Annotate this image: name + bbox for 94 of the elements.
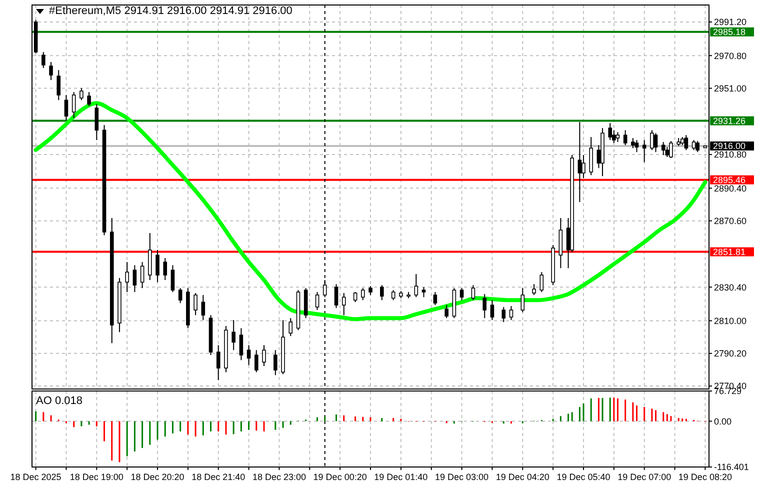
candlestick xyxy=(444,304,448,319)
ref-line-label: 2931.26 xyxy=(713,116,746,126)
candlestick xyxy=(239,328,244,361)
y-tick-label: 2870.60 xyxy=(714,216,747,226)
x-tick-label: 19 Dec 03:00 xyxy=(435,472,489,482)
candlestick xyxy=(178,288,182,304)
candlestick xyxy=(623,130,628,146)
candlestick xyxy=(540,272,544,293)
candlestick xyxy=(232,320,236,351)
x-tick-label: 18 Dec 21:40 xyxy=(192,472,246,482)
candlestick xyxy=(163,258,168,281)
candlestick xyxy=(422,286,426,298)
y-tick-label: -116.401 xyxy=(714,462,749,472)
candlestick xyxy=(246,344,251,366)
y-tick-label: 2970.80 xyxy=(714,50,747,61)
candlestick xyxy=(578,122,582,203)
candlestick xyxy=(684,134,688,151)
candlestick xyxy=(634,140,639,153)
y-tick-label: 0.00 xyxy=(714,416,732,426)
y-tick-label: 2830.40 xyxy=(714,282,747,292)
candlestick xyxy=(391,290,396,301)
candlestick xyxy=(288,318,293,337)
y-tick-label: 2890.40 xyxy=(714,183,747,194)
candlestick xyxy=(692,140,696,151)
x-tick-label: 19 Dec 00:20 xyxy=(313,472,367,482)
chart-title: AO 0.018 xyxy=(36,395,82,407)
ref-line-label: 2851.81 xyxy=(713,246,746,257)
candlestick xyxy=(140,262,144,289)
x-tick-label: 18 Dec 23:00 xyxy=(252,472,306,482)
x-tick-label: 19 Dec 08:20 xyxy=(678,472,732,482)
candlestick xyxy=(194,292,198,316)
candlestick xyxy=(608,122,612,141)
candlestick xyxy=(589,136,593,176)
candlestick xyxy=(502,306,506,323)
x-tick-label: 18 Dec 20:20 xyxy=(130,472,184,482)
candlestick xyxy=(460,288,464,301)
candlestick xyxy=(170,264,175,293)
candlestick xyxy=(201,294,206,321)
y-tick-label: 2991.20 xyxy=(714,17,747,28)
x-tick-label: 18 Dec 2025 xyxy=(10,472,62,482)
candlestick xyxy=(380,284,384,301)
candlestick xyxy=(520,288,525,313)
x-tick-label: 19 Dec 04:20 xyxy=(496,472,550,482)
y-tick-label: 2810.00 xyxy=(714,316,747,326)
candlestick xyxy=(642,140,646,163)
candlestick xyxy=(274,350,278,376)
candlestick xyxy=(616,132,620,143)
candlestick xyxy=(482,294,486,319)
y-tick-label: 76.729 xyxy=(714,386,742,396)
candlestick xyxy=(72,92,76,119)
candlestick xyxy=(87,92,91,107)
candlestick xyxy=(56,70,61,101)
chart-title: #Ethereum,M5 2914.91 2916.00 2914.91 2916.00 xyxy=(49,5,292,17)
candlestick xyxy=(315,292,320,311)
candlestick xyxy=(49,62,53,81)
line-series xyxy=(34,101,708,322)
candlestick xyxy=(342,292,346,316)
candlestick xyxy=(650,130,654,151)
candlestick xyxy=(322,280,327,298)
candlestick xyxy=(490,300,494,321)
candlestick xyxy=(669,140,673,159)
candlestick xyxy=(661,142,666,156)
candlestick xyxy=(471,284,476,301)
candlestick xyxy=(582,154,586,179)
y-tick-label: 2951.00 xyxy=(714,83,747,94)
candlestick xyxy=(433,292,438,306)
candlestick xyxy=(532,284,536,296)
ref-line-label: 2916.00 xyxy=(713,141,746,152)
ref-line-label: 2985.18 xyxy=(713,27,746,38)
y-tick-label: 2910.80 xyxy=(714,150,747,160)
candlestick xyxy=(125,262,129,293)
candlestick xyxy=(80,88,84,101)
x-tick-label: 19 Dec 05:40 xyxy=(556,472,610,482)
ref-line-label: 2895.46 xyxy=(713,174,746,185)
candlestick xyxy=(353,292,358,303)
candlestick xyxy=(262,344,266,367)
candlestick xyxy=(64,94,68,121)
candlestick xyxy=(42,51,46,68)
candlestick xyxy=(254,350,258,373)
candlestick xyxy=(132,264,137,293)
candlestick xyxy=(94,104,99,141)
y-tick-label: 2790.20 xyxy=(714,348,747,359)
candlestick xyxy=(334,284,338,309)
candlestick xyxy=(216,344,220,381)
candlestick xyxy=(360,288,365,301)
x-tick-label: 18 Dec 19:00 xyxy=(70,472,124,482)
candlestick xyxy=(654,132,658,153)
candlestick xyxy=(696,140,700,153)
candlestick xyxy=(509,306,514,321)
x-tick-label: 19 Dec 01:40 xyxy=(374,472,428,482)
candlestick xyxy=(414,274,418,298)
x-tick-label: 19 Dec 07:00 xyxy=(618,472,672,482)
candlestick xyxy=(156,250,160,283)
candlestick xyxy=(631,138,635,149)
